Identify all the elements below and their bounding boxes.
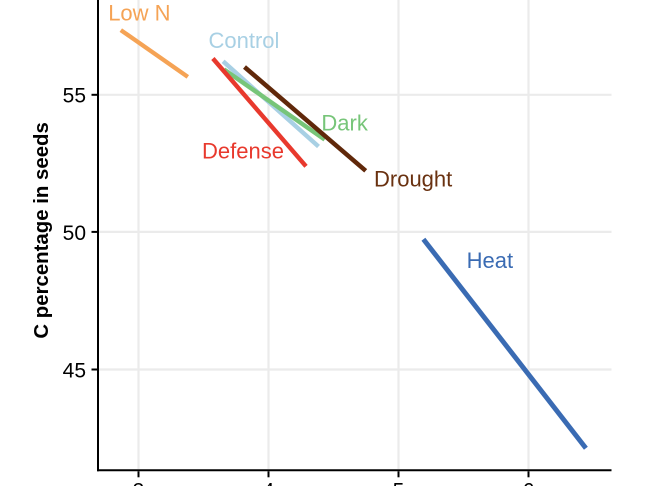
svg-text:5: 5 <box>393 479 405 486</box>
svg-text:Defense: Defense <box>202 138 284 163</box>
svg-text:3: 3 <box>133 479 145 486</box>
svg-text:Low N: Low N <box>108 1 170 26</box>
svg-text:45: 45 <box>63 359 86 382</box>
svg-text:6: 6 <box>523 479 535 486</box>
svg-text:50: 50 <box>63 222 86 245</box>
svg-text:55: 55 <box>63 84 86 107</box>
svg-text:Dark: Dark <box>321 110 368 135</box>
svg-text:Heat: Heat <box>467 248 513 273</box>
svg-text:4: 4 <box>263 479 275 486</box>
svg-text:Control: Control <box>209 28 280 53</box>
svg-text:C percentage in seeds: C percentage in seeds <box>31 122 53 338</box>
svg-text:Drought: Drought <box>374 167 452 192</box>
